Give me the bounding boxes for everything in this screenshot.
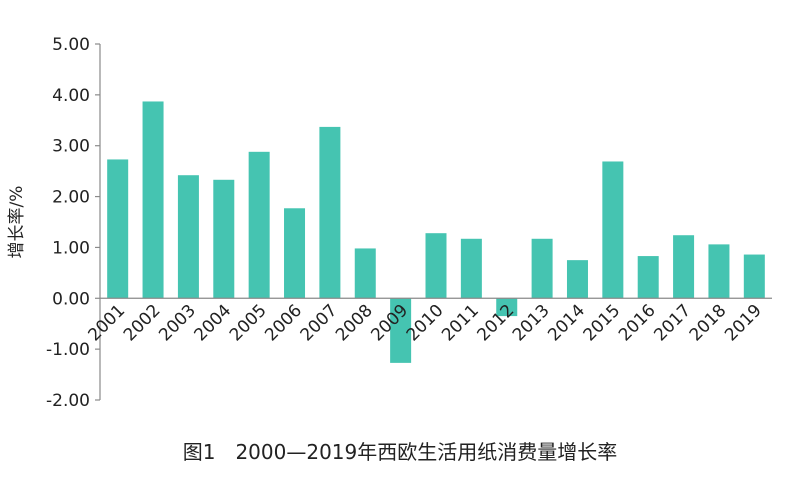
x-tick-label: 2019: [721, 301, 766, 346]
bar-2001: [107, 159, 129, 299]
x-tick-label: 2002: [120, 301, 165, 346]
figure-caption: 图1 2000—2019年西欧生活用纸消费量增长率: [183, 440, 618, 464]
bar-2007: [319, 126, 341, 299]
y-tick-label: 4.00: [52, 86, 90, 106]
x-tick-label: 2005: [226, 301, 271, 346]
y-tick-label: 3.00: [52, 137, 90, 157]
bar-2013: [531, 238, 553, 299]
y-axis-title: 增长率/%: [7, 186, 27, 259]
x-tick-label: 2015: [580, 301, 625, 346]
bar-2006: [284, 208, 306, 299]
y-axis-ticks: 5.00 4.00 3.00 2.00 1.00 0.00 -1.00 -2.00: [46, 35, 100, 411]
y-tick-label: 0.00: [52, 289, 90, 309]
bar-2016: [637, 256, 659, 299]
x-axis-labels: 2001200220032004200520062007200820092010…: [84, 301, 765, 346]
bar-2009: [390, 298, 412, 363]
x-tick-label: 2001: [84, 301, 129, 346]
x-tick-label: 2014: [544, 301, 589, 346]
x-tick-label: 2011: [438, 301, 483, 346]
bar-2015: [602, 161, 624, 299]
y-tick-label: 5.00: [52, 35, 90, 55]
bar-2008: [354, 248, 376, 299]
bar-2014: [566, 260, 588, 299]
x-tick-label: 2006: [261, 301, 306, 346]
bar-2012: [496, 298, 518, 317]
bar-2002: [142, 101, 164, 299]
x-tick-label: 2007: [297, 301, 342, 346]
x-tick-label: 2017: [650, 301, 695, 346]
y-tick-label: -1.00: [46, 340, 90, 360]
bar-2003: [177, 175, 199, 299]
x-tick-label: 2018: [686, 301, 731, 346]
x-tick-label: 2003: [155, 301, 200, 346]
bar-2017: [673, 235, 695, 299]
x-tick-label: 2004: [191, 301, 236, 346]
bars: [107, 101, 765, 363]
bar-2005: [248, 151, 270, 299]
y-tick-label: 2.00: [52, 188, 90, 208]
bar-2019: [743, 254, 765, 299]
bar-2010: [425, 233, 447, 299]
bar-2018: [708, 244, 730, 299]
bar-2011: [460, 238, 482, 299]
x-tick-label: 2016: [615, 301, 660, 346]
y-tick-label: -2.00: [46, 391, 90, 411]
x-tick-label: 2008: [332, 301, 377, 346]
y-tick-label: 1.00: [52, 238, 90, 258]
bar-2004: [213, 179, 235, 299]
